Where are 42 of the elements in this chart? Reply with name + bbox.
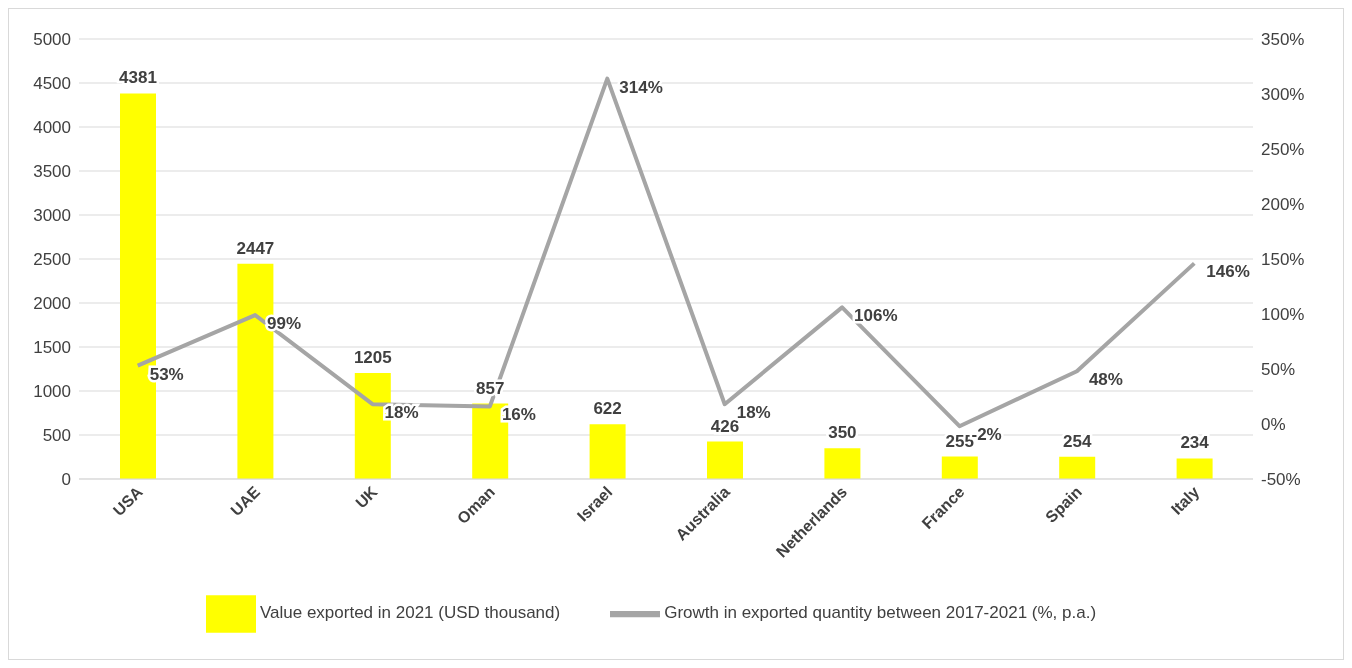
data-label: 350 xyxy=(828,423,857,443)
y-tick-label: 0 xyxy=(61,470,71,490)
legend-label: Growth in exported quantity between 2017-2021 (%, p.a.) xyxy=(664,603,1097,623)
y-tick-label: 4500 xyxy=(33,74,71,94)
legend-label: Value exported in 2021 (USD thousand) xyxy=(259,603,561,623)
y-tick-label: 1500 xyxy=(33,338,71,358)
y-tick-label: 2500 xyxy=(33,250,71,270)
bar xyxy=(824,448,861,479)
y-tick-label: 4000 xyxy=(33,118,71,138)
y2-tick-label: 350% xyxy=(1261,30,1305,50)
bar xyxy=(707,441,743,479)
data-label: 314% xyxy=(619,77,663,97)
bar xyxy=(1059,456,1096,479)
data-label: 234 xyxy=(1180,433,1210,453)
y-tick-label: 1000 xyxy=(33,382,71,402)
data-label: 4381 xyxy=(119,68,157,88)
data-label: 622 xyxy=(593,399,622,419)
y2-tick-label: 150% xyxy=(1261,250,1305,270)
y-tick-label: 3000 xyxy=(33,206,71,226)
y2-tick-label: -50% xyxy=(1261,470,1301,490)
y2-tick-label: 250% xyxy=(1261,140,1305,160)
data-label: 254 xyxy=(1063,431,1092,451)
y2-tick-label: 50% xyxy=(1261,360,1296,380)
data-label: 1205 xyxy=(353,347,392,367)
data-label: 857 xyxy=(476,378,505,398)
bar xyxy=(941,456,978,479)
x-tick-label: USA xyxy=(109,482,147,520)
y2-tick-label: 100% xyxy=(1261,305,1305,325)
x-tick-label: UK xyxy=(352,482,381,512)
y-tick-label: 3500 xyxy=(33,162,71,182)
data-label: 146% xyxy=(1206,262,1250,282)
y-tick-label: 500 xyxy=(42,426,71,446)
bar xyxy=(589,424,626,479)
y2-tick-label: 200% xyxy=(1261,195,1305,215)
y2-tick-label: 0% xyxy=(1261,415,1286,435)
data-label: 48% xyxy=(1088,370,1123,390)
bar xyxy=(1176,458,1213,479)
data-label: 106% xyxy=(854,306,898,326)
y2-tick-label: 300% xyxy=(1261,85,1305,105)
data-label: 2447 xyxy=(236,238,275,258)
y-tick-label: 5000 xyxy=(33,30,71,50)
y-tick-label: 2000 xyxy=(33,294,71,314)
